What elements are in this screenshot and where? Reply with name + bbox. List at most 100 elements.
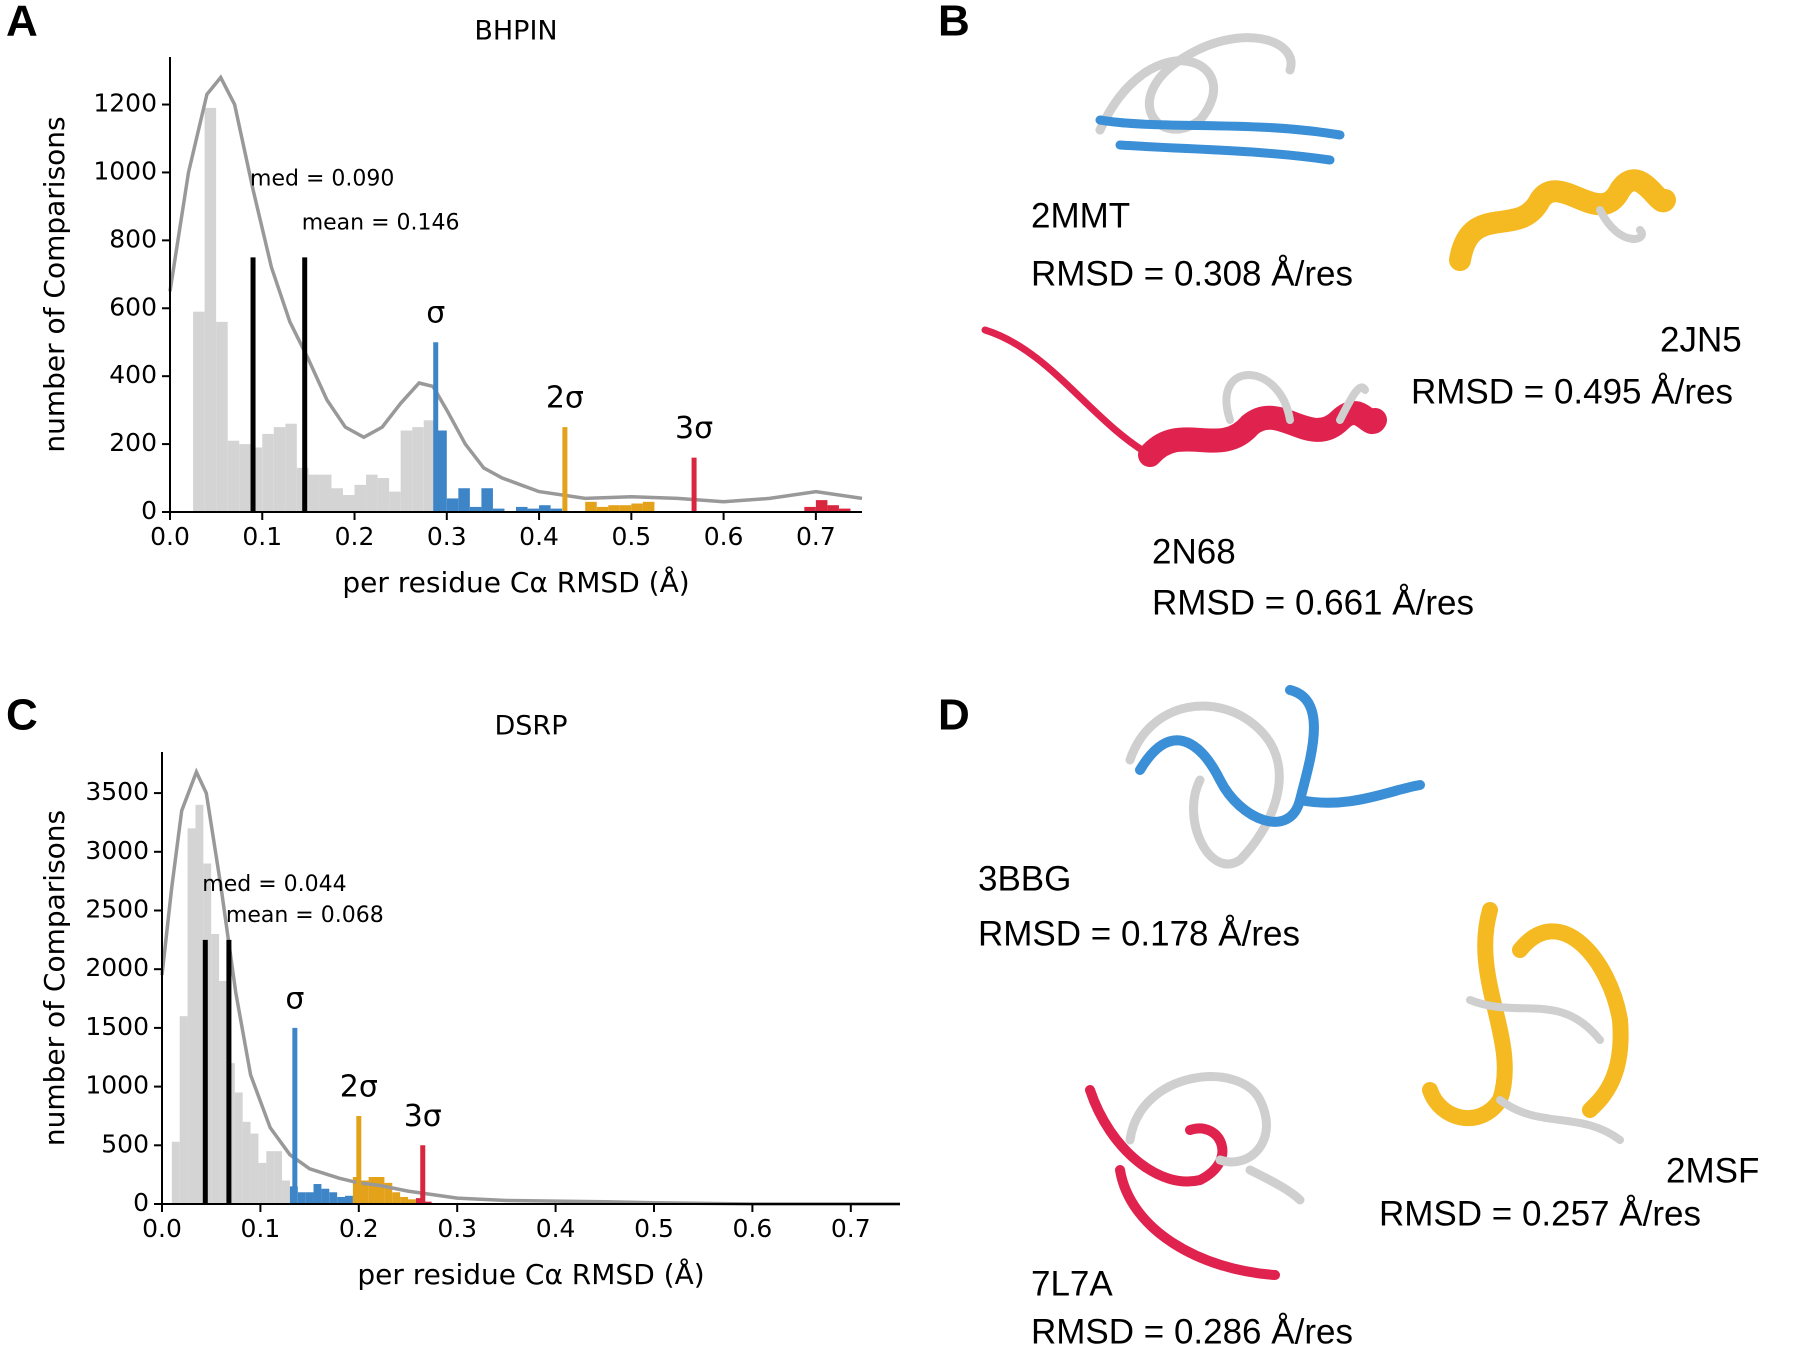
structure-id: 3BBG [978,859,1071,898]
x-tick-label: 0.3 [437,1214,477,1243]
bar [250,1133,259,1204]
panel-label: D [938,691,970,740]
bar [211,933,220,1204]
bar [516,506,528,512]
y-tick-label: 0 [133,1188,149,1217]
bar [392,1192,401,1204]
bar [179,1016,188,1204]
panel-label: C [6,691,38,740]
bar [412,427,424,512]
bar [631,503,643,512]
y-tick-label: 2000 [85,953,149,982]
bar [285,423,297,512]
bar [400,430,413,512]
bar [308,474,320,512]
x-tick-label: 0.1 [242,522,282,551]
backbone [1095,115,1345,165]
x-tick-label: 0.2 [339,1214,379,1243]
structure-rmsd: RMSD = 0.495 Å/res [1411,372,1733,411]
structure-rmsd: RMSD = 0.308 Å/res [1031,254,1353,293]
structure-rmsd: RMSD = 0.661 Å/res [1152,583,1474,622]
bar [204,107,217,513]
y-tick-label: 1000 [85,1071,149,1100]
bar [815,500,828,512]
x-tick-label: 0.0 [142,1214,182,1243]
bar [282,1180,290,1204]
y-tick-label: 3000 [85,836,149,865]
y-tick-label: 2500 [85,894,149,923]
bar [354,484,367,512]
x-tick-label: 0.5 [634,1214,674,1243]
backbone [1095,33,1296,135]
bar [585,501,597,512]
backbone [1596,206,1646,243]
bar [550,508,563,512]
bar [368,1176,377,1204]
bar [313,1184,322,1204]
backbone [1125,701,1284,869]
x-tick-label: 0.7 [796,522,836,551]
x-tick-label: 0.1 [241,1214,281,1243]
bar [187,828,196,1204]
panel-label: B [938,0,970,46]
y-tick-label: 3500 [85,777,149,806]
bar [274,1151,283,1204]
bar [469,506,482,512]
structure-id: 7L7A [1031,1264,1113,1303]
bar [343,495,355,512]
bar [423,420,436,512]
bar [366,474,378,512]
x-tick-label: 0.5 [611,522,651,551]
bar [619,505,632,512]
marker-label: mean = 0.068 [226,903,384,928]
bar [415,1198,424,1204]
marker-label: 3σ [404,1099,442,1134]
bar [242,1121,251,1204]
bar [262,433,274,512]
bar [389,491,401,512]
y-tick-label: 600 [109,292,157,321]
x-tick-label: 0.2 [335,522,375,551]
density-curve [160,767,900,1206]
bar [446,498,459,512]
structure-id: 2JN5 [1660,320,1742,359]
bar [345,1195,353,1204]
bar [337,1196,346,1204]
y-tick-label: 0 [141,496,157,525]
x-axis-label: per residue Cα RMSD (Å) [342,565,689,599]
bar [827,505,839,512]
structure-id: 2N68 [1152,532,1236,571]
bar [539,505,551,512]
bar [481,488,493,512]
bar [376,1176,385,1204]
x-tick-label: 0.6 [704,522,744,551]
bar [458,488,470,512]
bar [273,427,286,512]
bar [193,311,205,512]
bar [608,505,620,512]
structure-rmsd: RMSD = 0.286 Å/res [1031,1312,1353,1351]
bar [258,1162,267,1204]
backbone [1125,1072,1305,1205]
bar [195,804,204,1204]
y-tick-label: 500 [101,1129,149,1158]
bar [305,1192,314,1204]
y-axis-label: number of Comparisons [38,116,71,452]
y-tick-label: 400 [109,360,157,389]
structure-rmsd: RMSD = 0.257 Å/res [1379,1194,1701,1233]
bar [527,508,540,512]
marker-label: 2σ [340,1069,378,1104]
helix [1422,902,1629,1126]
bar [219,980,227,1204]
bar [408,1199,416,1204]
panel-label: A [6,0,38,46]
x-axis-label: per residue Cα RMSD (Å) [357,1257,704,1291]
marker-label: med = 0.090 [250,166,394,191]
bar [250,447,263,512]
bar [435,430,447,512]
y-tick-label: 200 [109,428,157,457]
y-tick-label: 1200 [93,89,157,118]
structure-rmsd: RMSD = 0.178 Å/res [978,914,1300,953]
bar [227,440,240,512]
